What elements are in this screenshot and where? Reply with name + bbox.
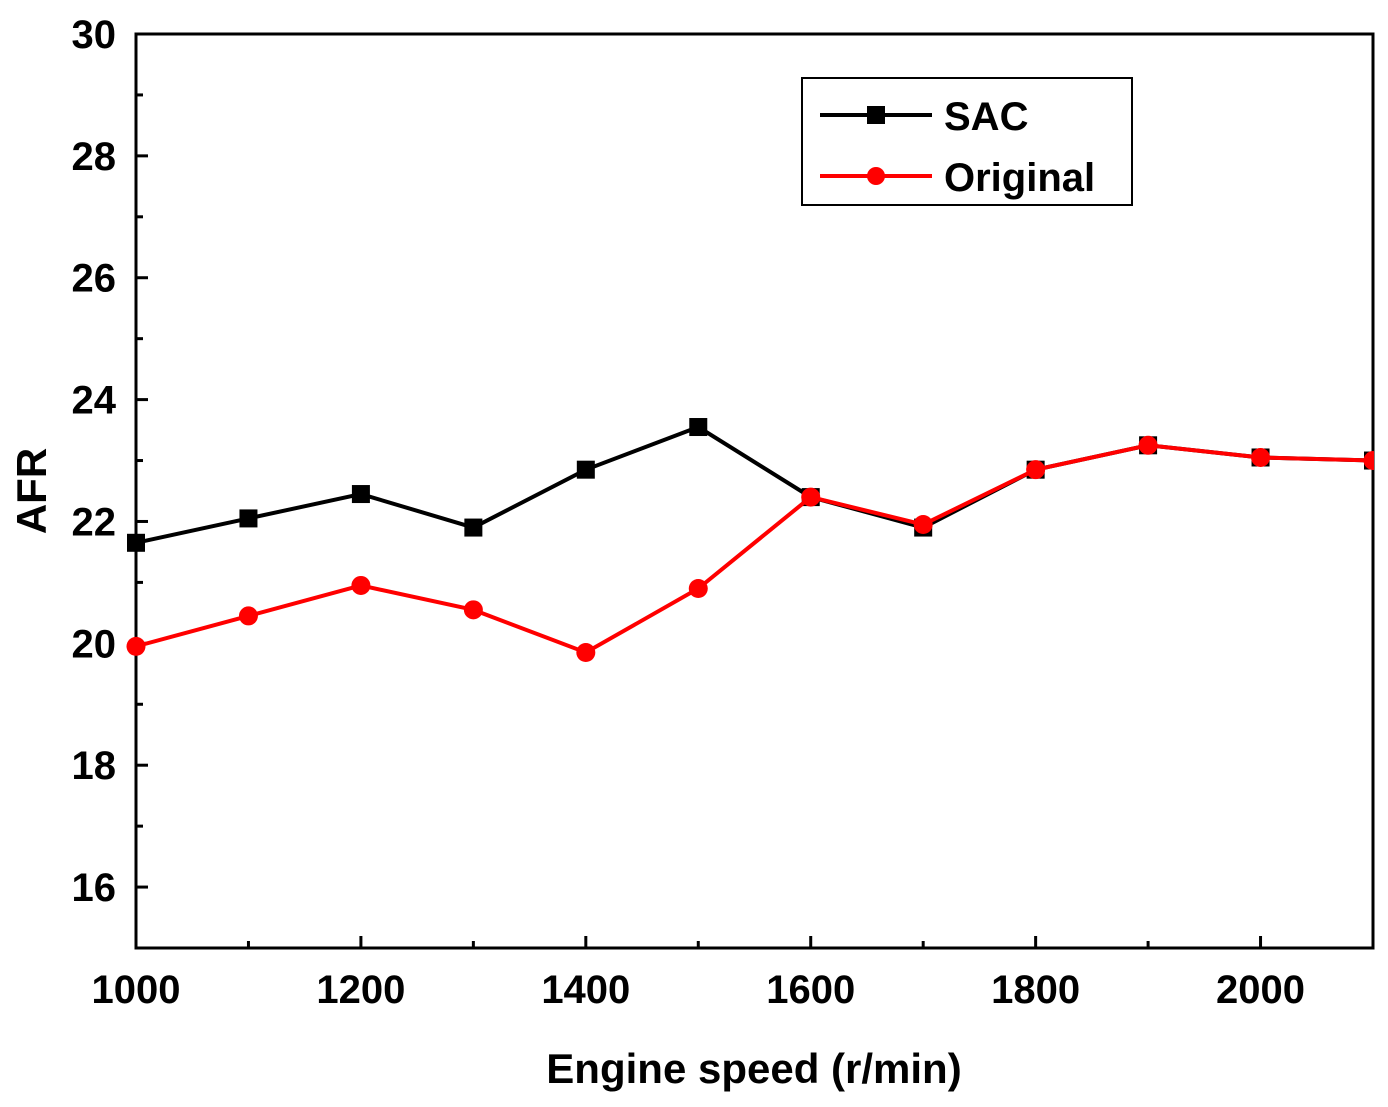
legend: SAC Original [801,77,1133,206]
y-tick-label-24: 24 [72,379,117,423]
data-point-original-1200 [351,575,371,595]
data-point-original-1800 [1026,460,1046,480]
data-point-original-1700 [913,515,933,535]
axis-ticks [134,32,1375,950]
data-point-original-2000 [1251,447,1271,467]
y-tick-label-26: 26 [72,257,117,301]
legend-marker-original [867,167,885,185]
y-tick-label-20: 20 [72,622,117,666]
legend-marker-sac [867,106,885,124]
y-tick-label-18: 18 [72,744,117,788]
x-axis-title: Engine speed (r/min) [546,1045,961,1092]
series-original [126,435,1374,662]
data-point-sac-1300 [464,518,483,537]
data-point-original-1300 [463,600,483,620]
series-line-original [135,443,1374,655]
series-line-sac [135,424,1374,545]
legend-box [801,77,1133,206]
data-point-sac-1100 [239,509,258,528]
axis-tick-labels: 1000 1200 1400 1600 1800 2000 16 18 20 22 24 26 28 30 [72,13,1306,1012]
data-point-original-1000 [126,636,146,656]
data-point-original-2100 [1363,451,1374,471]
data-point-sac-1500 [689,418,708,437]
series-layer [126,418,1374,662]
y-tick-label-22: 22 [72,500,117,544]
data-point-sac-1000 [127,533,145,552]
data-point-original-1900 [1138,435,1158,455]
data-point-original-1100 [238,606,258,626]
x-tick-label-1400: 1400 [541,968,630,1012]
y-tick-label-28: 28 [72,135,117,179]
x-tick-label-1800: 1800 [991,968,1080,1012]
x-tick-label-2000: 2000 [1216,968,1305,1012]
data-point-sac-1400 [576,460,595,479]
series-sac [127,418,1374,552]
x-tick-label-1000: 1000 [92,968,181,1012]
data-point-original-1500 [688,578,708,598]
data-point-sac-1200 [351,485,370,504]
plot-frame [134,32,1375,950]
x-tick-label-1600: 1600 [766,968,855,1012]
y-axis-title: AFR [8,448,55,534]
x-tick-label-1200: 1200 [316,968,405,1012]
legend-label-sac: SAC [944,95,1028,139]
legend-label-original: Original [944,156,1095,200]
data-point-original-1600 [801,487,821,507]
y-tick-label-30: 30 [72,13,117,57]
data-point-original-1400 [576,642,596,662]
y-tick-label-16: 16 [72,866,117,910]
